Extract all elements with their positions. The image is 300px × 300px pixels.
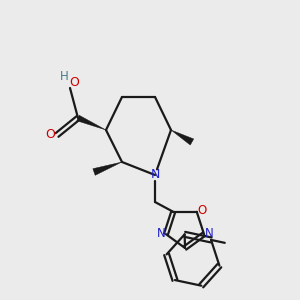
Polygon shape bbox=[93, 162, 122, 175]
Text: O: O bbox=[45, 128, 55, 142]
Polygon shape bbox=[171, 130, 194, 145]
Text: H: H bbox=[60, 70, 68, 83]
Text: N: N bbox=[205, 227, 213, 240]
Polygon shape bbox=[77, 115, 106, 130]
Text: N: N bbox=[157, 227, 165, 240]
Text: N: N bbox=[150, 169, 160, 182]
Text: O: O bbox=[197, 204, 206, 217]
Text: O: O bbox=[69, 76, 79, 89]
